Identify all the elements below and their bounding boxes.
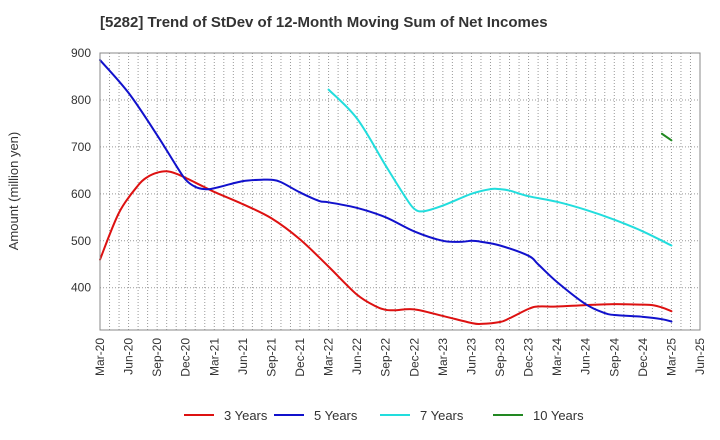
x-tick-label: Dec-21 xyxy=(293,338,307,377)
x-tick-label: Jun-21 xyxy=(236,338,250,375)
x-tick-label: Mar-23 xyxy=(436,338,450,376)
x-tick-label: Dec-24 xyxy=(636,338,650,377)
x-tick-label: Dec-20 xyxy=(179,338,193,377)
y-axis: 400 500 600 700 800 900 xyxy=(71,46,91,295)
y-tick-label: 700 xyxy=(71,140,91,154)
y-tick-label: 600 xyxy=(71,187,91,201)
chart-title: [5282] Trend of StDev of 12-Month Moving… xyxy=(100,14,548,31)
x-tick-label: Dec-22 xyxy=(407,338,421,377)
x-tick-label: Sep-24 xyxy=(607,338,621,377)
x-tick-label: Jun-24 xyxy=(579,338,593,375)
y-tick-label: 900 xyxy=(71,46,91,60)
series-line-3-years xyxy=(99,170,673,326)
x-tick-label: Sep-23 xyxy=(493,338,507,377)
series-lines xyxy=(99,59,673,326)
x-tick-label: Mar-24 xyxy=(550,338,564,376)
legend-label-5-years: 5 Years xyxy=(314,408,358,423)
plot-frame xyxy=(99,52,701,331)
legend: 3 Years 5 Years 7 Years 10 Years xyxy=(184,408,584,423)
x-tick-label: Jun-23 xyxy=(464,338,478,375)
x-tick-label: Mar-22 xyxy=(322,338,336,376)
x-axis: Mar-20 Jun-20 Sep-20 Dec-20 Mar-21 Jun-21 Sep-… xyxy=(93,338,707,377)
legend-label-7-years: 7 Years xyxy=(420,408,464,423)
x-tick-label: Mar-21 xyxy=(207,338,221,376)
legend-label-3-years: 3 Years xyxy=(224,408,268,423)
y-tick-label: 800 xyxy=(71,93,91,107)
x-tick-label: Sep-22 xyxy=(379,338,393,377)
series-line-10-years xyxy=(660,132,673,142)
series-line-5-years xyxy=(99,59,673,323)
legend-label-10-years: 10 Years xyxy=(533,408,584,423)
grid xyxy=(100,52,700,330)
x-tick-label: Jun-22 xyxy=(350,338,364,375)
y-axis-title: Amount (million yen) xyxy=(6,132,21,251)
x-tick-label: Sep-21 xyxy=(264,338,278,377)
x-tick-label: Jun-20 xyxy=(122,338,136,375)
y-tick-label: 400 xyxy=(71,281,91,295)
x-tick-label: Dec-23 xyxy=(522,338,536,377)
x-tick-label: Mar-25 xyxy=(664,338,678,376)
series-line-7-years xyxy=(327,88,673,247)
y-tick-label: 500 xyxy=(71,234,91,248)
x-tick-label: Sep-20 xyxy=(150,338,164,377)
x-tick-label: Mar-20 xyxy=(93,338,107,376)
x-tick-label: Jun-25 xyxy=(693,338,707,375)
